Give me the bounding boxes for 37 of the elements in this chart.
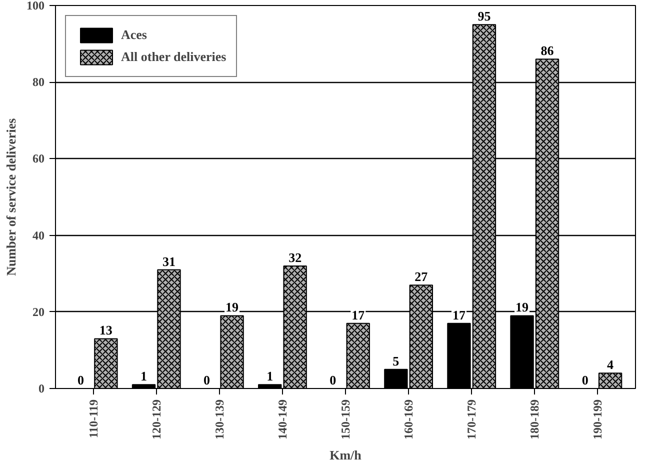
x-tick-label: 150-159: [338, 399, 352, 440]
data-label: 4: [607, 357, 614, 372]
data-label: 0: [582, 372, 588, 388]
y-tick-label: 40: [32, 228, 44, 242]
x-tick-label: 190-199: [590, 399, 605, 440]
data-label: 17: [352, 307, 366, 322]
x-tick-label: 180-189: [528, 399, 542, 440]
x-tick-label: 140-149: [275, 399, 290, 440]
data-label: 95: [478, 8, 492, 24]
data-label: 0: [77, 372, 84, 388]
x-tick-label: 110-119: [86, 400, 100, 438]
data-label: 27: [414, 269, 428, 284]
y-axis-title: Number of service deliveries: [4, 118, 18, 276]
data-label: 0: [330, 372, 336, 388]
data-label: 17: [452, 307, 466, 322]
y-tick-label: 100: [26, 0, 44, 12]
x-tick-label: 160-169: [402, 399, 416, 440]
legend-label: Aces: [121, 27, 147, 43]
data-label: 1: [266, 368, 274, 384]
x-tick-label: 120-129: [149, 399, 164, 440]
data-label: 32: [288, 250, 302, 265]
y-tick-label: 0: [38, 382, 44, 396]
x-axis-title: Km/h: [330, 447, 362, 462]
x-tick-label: 170-179: [464, 399, 479, 440]
y-tick-label: 60: [32, 152, 44, 166]
data-label: 5: [392, 353, 400, 368]
data-label: 0: [204, 372, 210, 388]
y-tick-label: 20: [32, 304, 44, 319]
x-tick-label: 130-139: [212, 399, 226, 440]
data-label: 1: [140, 368, 148, 384]
legend-label: All other deliveries: [121, 49, 226, 65]
data-label: 31: [162, 254, 176, 269]
data-label: 19: [226, 300, 240, 315]
data-label: 13: [99, 322, 113, 338]
data-label: 19: [516, 300, 530, 315]
data-label: 86: [540, 43, 554, 58]
y-tick-label: 80: [32, 75, 44, 90]
